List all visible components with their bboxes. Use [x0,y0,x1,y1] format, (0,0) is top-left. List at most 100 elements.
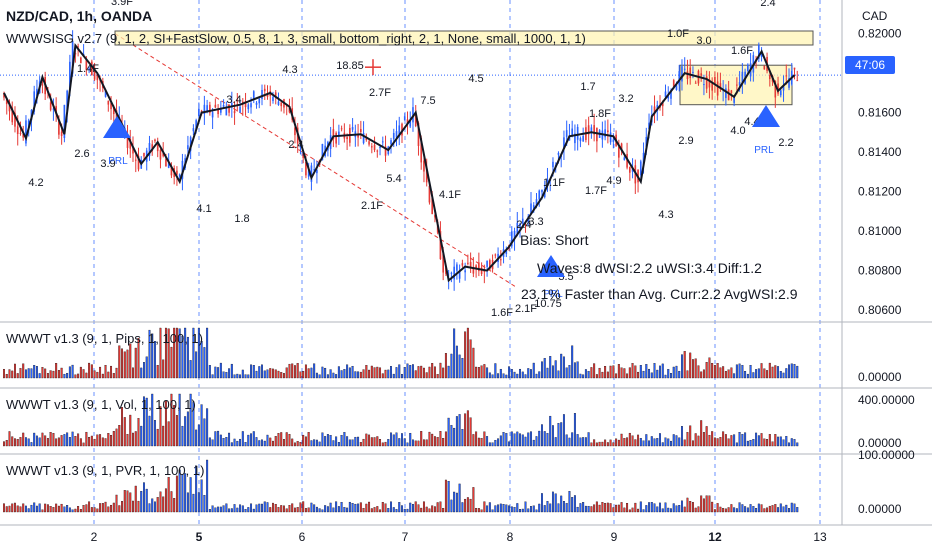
histogram-bar [219,434,222,447]
histogram-bar [417,440,420,447]
histogram-bar [505,433,508,447]
histogram-bar [162,425,165,447]
candle-body [233,111,236,114]
histogram-bar [664,502,667,513]
histogram-bar [505,374,508,379]
histogram-bar [206,327,209,379]
histogram-bar [340,370,343,379]
histogram-bar [678,370,681,379]
histogram-bar [173,405,176,447]
histogram-bar [134,431,137,447]
candle-body [612,139,615,142]
histogram-bar [170,491,173,513]
histogram-bar [126,434,129,447]
bias-text: Bias: Short [520,232,589,248]
candle-body [220,107,222,113]
histogram-bar [189,393,192,447]
histogram-bar [390,432,392,447]
candle-body [711,82,713,91]
histogram-bar [508,505,511,513]
histogram-bar [483,431,486,447]
candle-body [535,199,538,207]
histogram-bar [99,434,102,447]
histogram-bar [672,434,675,447]
histogram-bar [697,435,700,447]
candle-body [703,84,705,86]
candle-body [530,203,532,214]
histogram-bar [66,432,69,447]
histogram-bar [315,372,318,379]
candle-body [365,137,368,140]
histogram-bar [217,367,220,379]
histogram-bar [365,503,368,513]
symbol-title[interactable]: NZD/CAD, 1h, OANDA [6,8,153,24]
histogram-bar [667,438,670,447]
wave-volume-label: 1.0F [667,28,689,40]
main-indicator-title[interactable]: WWWSISG v2.7 (9, 1, 2, SI+FastSlow, 0.5,… [6,31,586,46]
candle-body [480,267,483,274]
pattern-markers: PRL PRL PRL [103,59,780,300]
histogram-bar [241,431,244,447]
histogram-bar [694,358,697,379]
histogram-bar [554,493,557,513]
histogram-bar [63,434,66,447]
histogram-bar [145,397,148,447]
vol-indicator-title[interactable]: WWWT v1.3 (9, 1, Vol, 1, 100, 1) [6,397,196,412]
histogram-bar [766,439,769,447]
wave-volume-label: 2.1F [361,200,383,212]
time-tick-label: 8 [507,530,514,544]
histogram-bar [310,440,313,447]
candle-body [582,135,584,142]
histogram-bar [519,509,522,513]
histogram-bar [562,356,565,379]
histogram-bar [52,370,55,379]
histogram-bar [186,492,189,513]
candle-body [239,106,241,113]
candle-body [357,133,359,138]
candle-body [708,79,711,88]
histogram-bar [239,374,242,379]
histogram-bar [486,436,489,447]
histogram-bar [590,506,593,513]
histogram-bar [601,441,604,447]
histogram-bar [733,434,736,447]
histogram-bar [711,431,714,447]
histogram-bar [153,340,156,379]
histogram-bar [573,413,576,447]
histogram-bar [365,433,368,447]
wave-volume-label: 1.1F [543,177,565,189]
histogram-bar [447,481,450,513]
candle-body [27,120,30,128]
histogram-bar [99,366,102,379]
histogram-bar [175,475,178,513]
histogram-bar [296,507,299,513]
histogram-bar [584,505,587,513]
histogram-bar [315,506,318,513]
histogram-bar [549,356,552,379]
histogram-bar [313,363,316,379]
histogram-bar [52,507,55,513]
histogram-bar [601,502,604,513]
candle-body [228,105,230,113]
histogram-bar [628,509,631,513]
histogram-bar [428,431,431,447]
histogram-bar [755,507,758,513]
histogram-bar [362,438,365,447]
candle-body [167,163,170,168]
histogram-bar [571,497,574,513]
pvr-indicator-title[interactable]: WWWT v1.3 (9, 1, PVR, 1, 100, 1) [6,463,205,478]
histogram-bar [156,428,159,447]
pips-indicator-title[interactable]: WWWT v1.3 (9, 1, Pips, 1, 100, 1) [6,331,203,346]
histogram-bar [535,436,538,447]
histogram-bar [664,437,667,447]
histogram-bar [74,508,77,513]
candle-body [494,254,497,256]
histogram-bar [173,498,176,513]
histogram-bar [543,431,546,447]
histogram-bar [735,442,738,447]
histogram-bar [222,438,225,447]
candle-body [667,96,670,99]
candle-body [763,65,766,70]
histogram-bar [49,506,52,513]
histogram-bar [527,368,530,379]
